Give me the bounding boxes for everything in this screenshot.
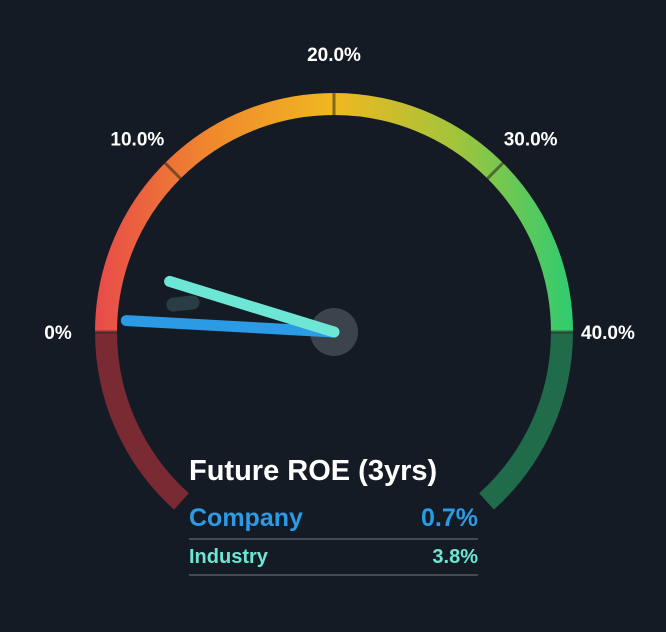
- industry-needle-shadow: [166, 295, 200, 312]
- company-label: Company: [189, 504, 303, 532]
- lower-right-arc: [479, 331, 573, 510]
- industry-label: Industry: [189, 545, 268, 568]
- industry-needle: [164, 275, 340, 338]
- tick-label: 10.0%: [110, 129, 164, 150]
- company-value: 0.7%: [421, 504, 478, 532]
- tick-label: 20.0%: [307, 45, 361, 66]
- company-needle: [120, 315, 340, 338]
- chart-title: Future ROE (3yrs): [189, 455, 438, 487]
- tick-label: 30.0%: [504, 129, 558, 150]
- legend-row-industry: Industry 3.8%: [189, 540, 478, 576]
- legend: Future ROE (3yrs) Company 0.7% Industry …: [189, 452, 478, 576]
- tick-mark: [163, 161, 182, 180]
- tick-labels: 0% 10.0% 20.0% 30.0% 40.0%: [44, 45, 635, 344]
- tick-marks: [95, 93, 573, 334]
- tick-label: 0%: [44, 323, 72, 344]
- industry-value: 3.8%: [432, 545, 478, 568]
- legend-row-company: Company 0.7%: [189, 499, 478, 540]
- tick-mark: [486, 161, 505, 180]
- lower-left-arc: [95, 331, 189, 510]
- tick-label: 40.0%: [581, 323, 635, 344]
